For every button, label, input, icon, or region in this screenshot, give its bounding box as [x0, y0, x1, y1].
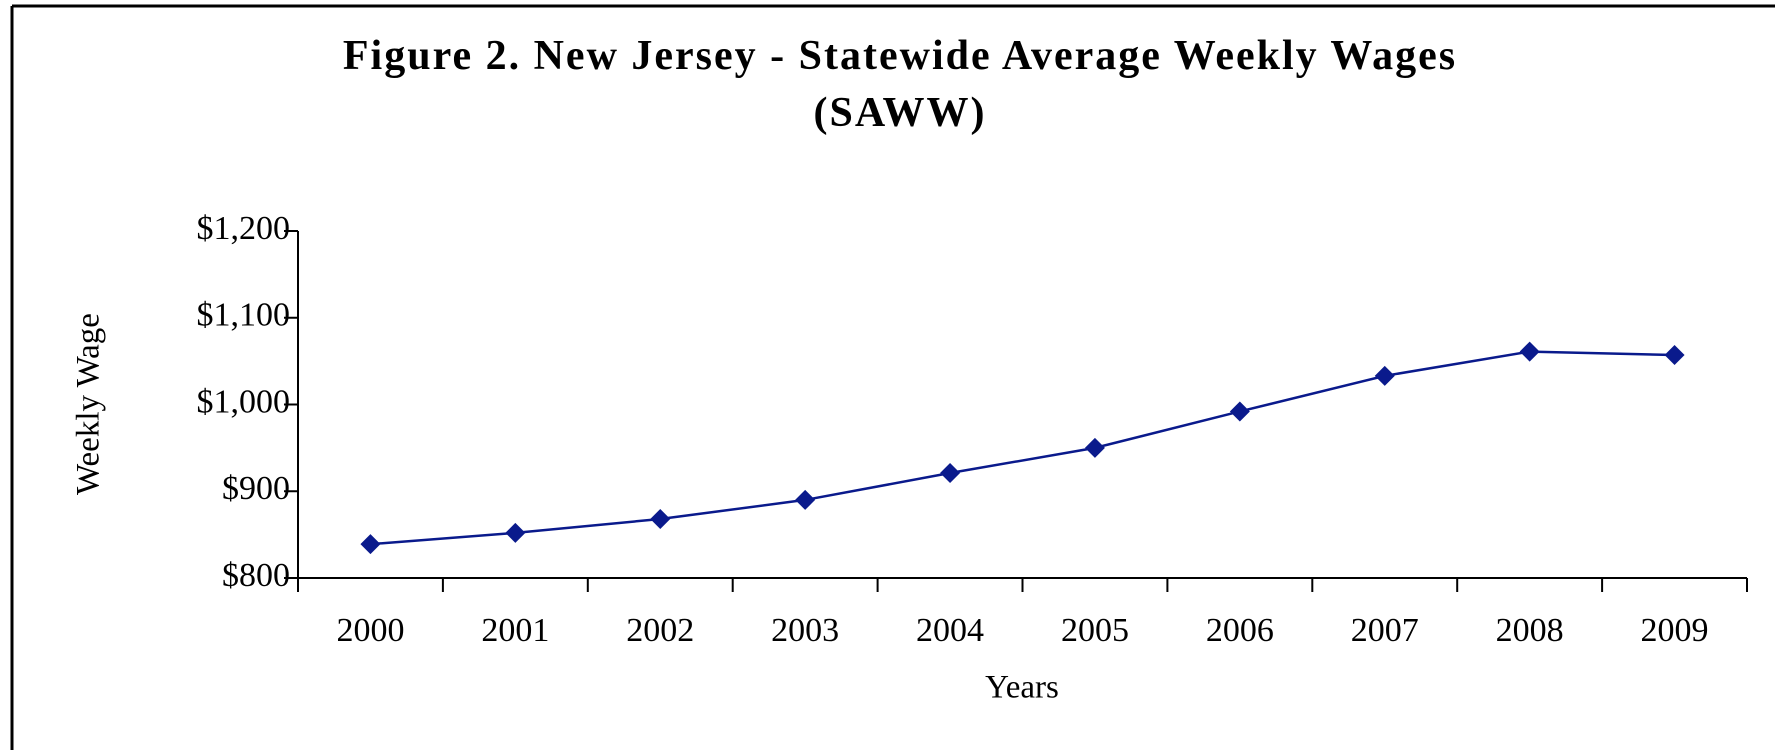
marker [1084, 437, 1105, 458]
y-tick-label: $1,000 [197, 383, 291, 420]
marker [795, 489, 816, 510]
x-tick-label: 2007 [1351, 612, 1419, 649]
marker [360, 534, 381, 555]
series-line [370, 350, 1675, 546]
x-tick-label: 2003 [771, 612, 839, 649]
y-tick-label: $1,100 [197, 297, 291, 334]
y-tick-label: $1,200 [197, 210, 291, 247]
marker [940, 463, 961, 484]
marker [1664, 345, 1685, 366]
x-tick-label: 2004 [916, 612, 984, 649]
x-tick-label: 2006 [1206, 612, 1274, 649]
y-tick-label: $900 [222, 470, 290, 507]
x-tick-label: 2002 [626, 612, 694, 649]
marker [505, 522, 526, 543]
marker [650, 509, 671, 530]
marker [1374, 365, 1395, 386]
marker [1519, 341, 1540, 362]
y-axis-label: Weekly Wage [71, 313, 107, 495]
x-tick-label: 2005 [1061, 612, 1129, 649]
x-tick-label: 2000 [336, 612, 404, 649]
x-tick-label: 2008 [1496, 612, 1564, 649]
marker [1229, 401, 1250, 422]
chart-title: Figure 2. New Jersey - Statewide Average… [342, 33, 1458, 136]
x-tick-label: 2001 [481, 612, 549, 649]
y-tick-label: $800 [222, 557, 290, 594]
x-axis-label: Years [985, 670, 1059, 706]
x-tick-label: 2009 [1641, 612, 1709, 649]
